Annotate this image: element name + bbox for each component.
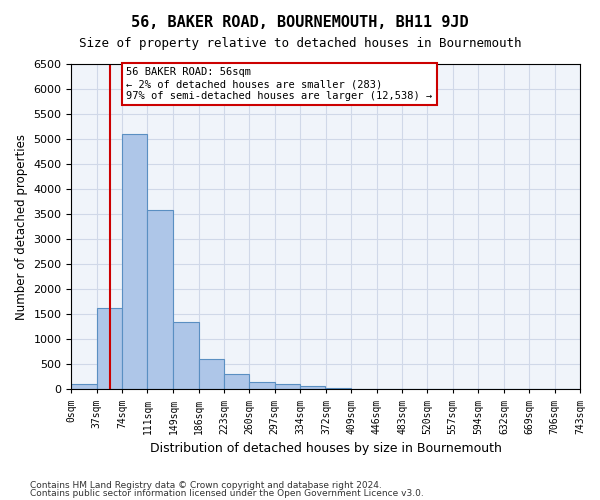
- Bar: [148, 210, 173, 390]
- X-axis label: Distribution of detached houses by size in Bournemouth: Distribution of detached houses by size …: [150, 442, 502, 455]
- Bar: [300, 386, 325, 390]
- Bar: [199, 360, 224, 390]
- Bar: [173, 322, 199, 390]
- Y-axis label: Number of detached properties: Number of detached properties: [15, 134, 28, 320]
- Text: Contains HM Land Registry data © Crown copyright and database right 2024.: Contains HM Land Registry data © Crown c…: [30, 481, 382, 490]
- Text: Size of property relative to detached houses in Bournemouth: Size of property relative to detached ho…: [79, 38, 521, 51]
- Text: 56, BAKER ROAD, BOURNEMOUTH, BH11 9JD: 56, BAKER ROAD, BOURNEMOUTH, BH11 9JD: [131, 15, 469, 30]
- Bar: [326, 388, 352, 390]
- Bar: [97, 308, 122, 390]
- Text: Contains public sector information licensed under the Open Government Licence v3: Contains public sector information licen…: [30, 488, 424, 498]
- Bar: [275, 384, 300, 390]
- Bar: [250, 382, 275, 390]
- Bar: [224, 374, 250, 390]
- Bar: [71, 384, 97, 390]
- Text: 56 BAKER ROAD: 56sqm
← 2% of detached houses are smaller (283)
97% of semi-detac: 56 BAKER ROAD: 56sqm ← 2% of detached ho…: [126, 68, 433, 100]
- Bar: [122, 134, 148, 390]
